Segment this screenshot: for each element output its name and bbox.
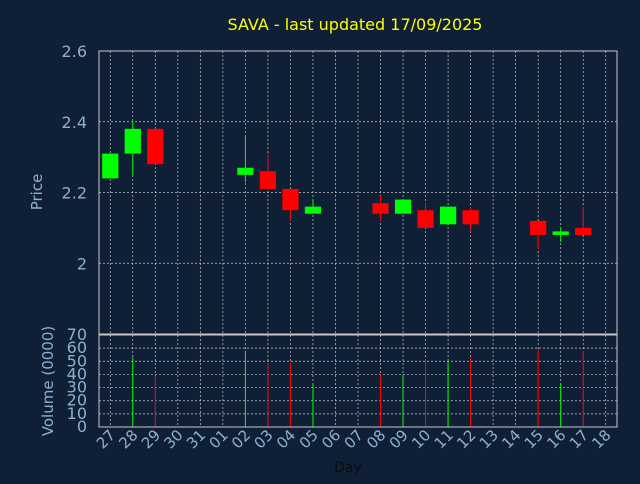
candle-body: [394, 199, 412, 214]
price-tick-label: 2.2: [62, 184, 87, 203]
volume-tick-label: 0: [77, 417, 87, 436]
candle-body: [124, 128, 141, 154]
candle-body: [259, 171, 277, 189]
x-tick-label: 18: [588, 426, 614, 452]
tick-labels-layer: 22.22.42.6010203040506070272829303101020…: [62, 42, 615, 452]
volume-tick-label: 30: [67, 378, 87, 397]
candle-body: [530, 220, 547, 235]
volume-tick-label: 50: [67, 351, 87, 370]
grid-layer: [99, 50, 617, 428]
candle-body: [147, 128, 164, 165]
price-axis-label: Price: [28, 174, 46, 211]
volume-panel-frame: [98, 334, 618, 428]
volume-tick-label: 10: [67, 404, 87, 423]
price-panel-frame: [98, 50, 618, 335]
candle-body: [372, 203, 389, 214]
volume-tick-label: 70: [67, 325, 87, 344]
price-tick-label: 2.4: [62, 113, 87, 132]
candle-body: [552, 231, 569, 235]
price-tick-label: 2.6: [62, 42, 87, 61]
chart-title: SAVA - last updated 17/09/2025: [228, 15, 483, 34]
volume-tick-label: 20: [67, 391, 87, 410]
x-axis-label: Day: [334, 460, 362, 476]
price-tick-label: 2: [77, 254, 87, 273]
volume-axis-label: Volume (0000): [39, 326, 57, 436]
volume-tick-label: 60: [67, 338, 87, 357]
candle-body: [282, 188, 299, 211]
candle-body: [575, 227, 592, 235]
volume-tick-label: 40: [67, 364, 87, 383]
marks-layer: [102, 121, 592, 427]
candle-body: [462, 210, 479, 225]
candle-body: [304, 206, 322, 214]
candle-body: [417, 210, 434, 228]
candle-body: [439, 206, 457, 225]
candle-body: [102, 153, 119, 179]
axes-layer: [98, 50, 618, 428]
candle-body: [237, 167, 254, 175]
